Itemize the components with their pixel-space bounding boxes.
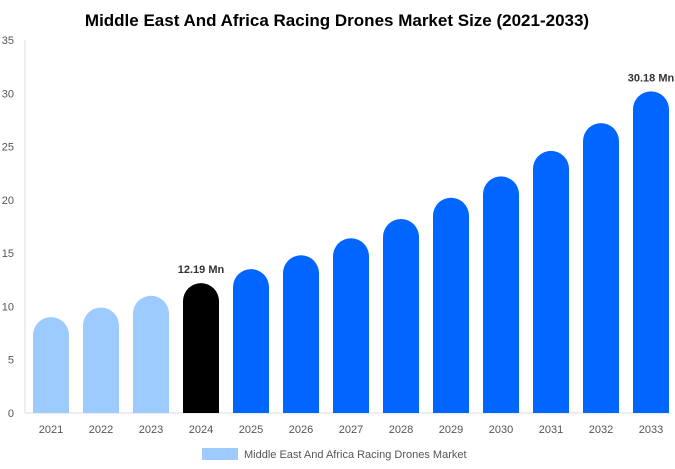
x-tick-label: 2026 [289, 424, 313, 436]
x-tick-label: 2027 [339, 424, 363, 436]
y-tick-label: 5 [8, 355, 14, 367]
x-tick-label: 2024 [189, 424, 213, 436]
y-tick-label: 0 [8, 408, 14, 420]
x-tick-label: 2021 [39, 424, 63, 436]
y-tick-label: 35 [2, 35, 14, 47]
bar-2029 [433, 197, 469, 413]
data-label-2024: 12.19 Mn [178, 264, 225, 276]
x-tick-label: 2023 [139, 424, 163, 436]
legend-swatch [202, 448, 238, 460]
bar-2024 [183, 283, 219, 413]
y-tick-label: 25 [2, 142, 14, 154]
x-tick-label: 2022 [89, 424, 113, 436]
bar-2030 [483, 176, 519, 413]
y-tick-label: 20 [2, 195, 14, 207]
x-tick-label: 2032 [589, 424, 613, 436]
x-tick-label: 2028 [389, 424, 413, 436]
bar-2027 [333, 238, 369, 413]
y-tick-label: 10 [2, 301, 14, 313]
bar-2033 [633, 91, 669, 413]
legend: Middle East And Africa Racing Drones Mar… [202, 448, 467, 461]
bar-2023 [133, 295, 169, 413]
bar-2021 [33, 317, 69, 413]
bar-2026 [283, 255, 319, 413]
data-label-2033: 30.18 Mn [628, 72, 675, 84]
bar-2028 [383, 219, 419, 413]
x-tick-label: 2025 [239, 424, 263, 436]
bar-2022 [83, 307, 119, 413]
legend-label: Middle East And Africa Racing Drones Mar… [244, 449, 467, 461]
x-tick-label: 2029 [439, 424, 463, 436]
bar-2025 [233, 269, 269, 413]
chart-title: Middle East And Africa Racing Drones Mar… [85, 11, 589, 30]
y-tick-label: 15 [2, 248, 14, 260]
x-tick-label: 2033 [639, 424, 663, 436]
y-tick-label: 30 [2, 88, 14, 100]
x-tick-label: 2031 [539, 424, 563, 436]
x-tick-label: 2030 [489, 424, 513, 436]
bar-2031 [533, 150, 569, 413]
bar-2032 [583, 123, 619, 413]
